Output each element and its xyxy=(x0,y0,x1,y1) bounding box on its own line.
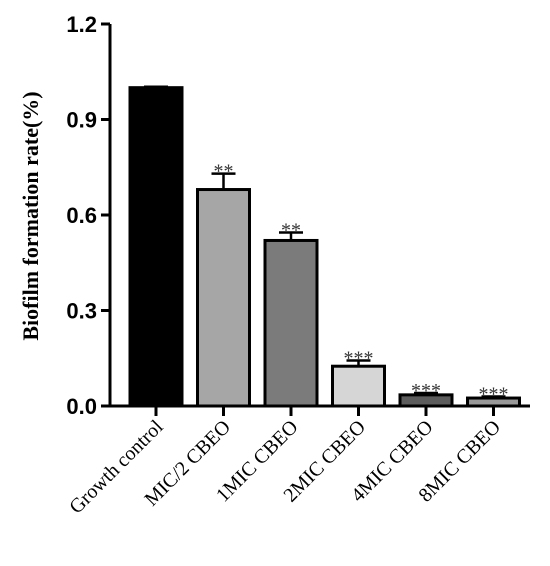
significance-labels-group: ********** *** xyxy=(214,161,509,406)
significance-label: ** xyxy=(281,220,301,242)
y-tick-label: 0.0 xyxy=(66,394,97,419)
bar xyxy=(128,86,184,408)
bar xyxy=(196,188,251,408)
significance-label: *** xyxy=(344,347,374,369)
bar xyxy=(331,364,386,408)
y-tick-labels-group: 0.0 0.3 0.6 0.9 1.2 xyxy=(66,12,97,419)
y-axis-label: Biofilm formation rate(%) xyxy=(18,91,43,340)
error-bars-group xyxy=(144,85,506,399)
y-tick-label: 0.9 xyxy=(66,108,97,133)
y-tick-label: 1.2 xyxy=(66,12,97,37)
y-tick-label: 0.3 xyxy=(66,299,97,324)
significance-label: ** xyxy=(214,161,234,183)
bar xyxy=(263,238,319,408)
y-tick-label: 0.6 xyxy=(66,203,97,228)
bars-group xyxy=(128,86,521,408)
significance-label: *** xyxy=(479,383,509,405)
significance-label: *** xyxy=(411,380,441,402)
